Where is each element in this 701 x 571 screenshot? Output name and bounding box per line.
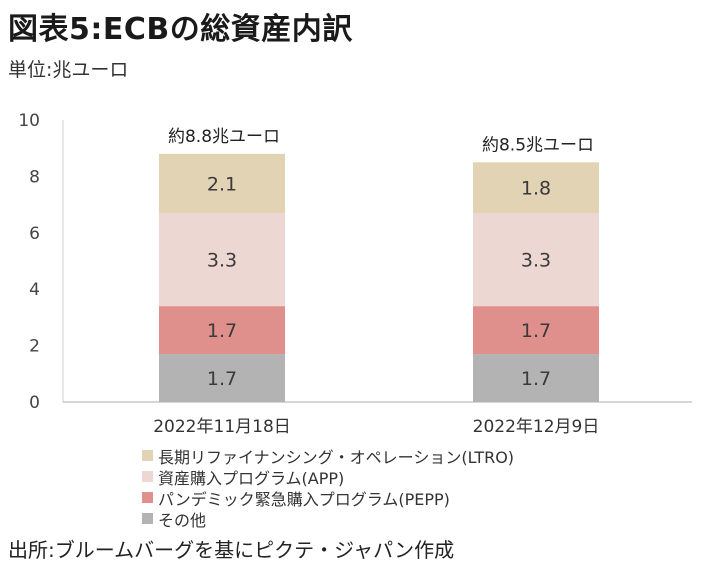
chart-title: 図表5:ECBの総資産内訳 <box>8 12 353 47</box>
y-tick-label: 2 <box>29 337 40 357</box>
data-label: 3.3 <box>521 250 551 272</box>
y-tick-label: 6 <box>29 224 40 244</box>
y-tick-label: 0 <box>29 393 40 413</box>
legend-item: その他 <box>142 508 514 530</box>
legend-item: パンデミック緊急購入プログラム(PEPP) <box>142 487 514 509</box>
bar-segment <box>159 354 285 402</box>
y-tick-label: 8 <box>29 167 40 187</box>
legend-label: 資産購入プログラム(APP) <box>158 468 345 488</box>
bar-segment <box>159 213 285 307</box>
data-label: 1.8 <box>521 178 551 200</box>
data-label: 3.3 <box>207 250 237 272</box>
legend-swatch <box>142 471 153 482</box>
bar-segment <box>473 213 599 307</box>
legend-item: 資産購入プログラム(APP) <box>142 466 514 488</box>
legend-item: 長期リファイナンシング・オペレーション(LTRO) <box>142 445 515 467</box>
legend-swatch <box>142 450 153 461</box>
data-label: 1.7 <box>207 368 237 390</box>
source-note: 出所:ブルームバーグを基にピクテ・ジャパン作成 <box>8 538 455 562</box>
unit-label: 単位:兆ユーロ <box>8 59 129 81</box>
legend-label: 長期リファイナンシング・オペレーション(LTRO) <box>158 447 515 467</box>
total-label: 約8.5兆ユーロ <box>482 135 594 155</box>
data-label: 1.7 <box>521 368 551 390</box>
bar-segment <box>473 162 599 214</box>
legend-swatch <box>142 492 153 503</box>
bar-segment <box>473 306 599 355</box>
data-label: 2.1 <box>207 173 237 195</box>
legend-label: パンデミック緊急購入プログラム(PEPP) <box>158 489 450 509</box>
bar-segment <box>159 306 285 355</box>
x-category-label: 2022年12月9日 <box>473 417 600 437</box>
stacked-bar-chart: 0 2 4 6 8 10 1.7 1.7 3.3 2.1 約8.8兆ユーロ 2022年11月18日 1.… <box>18 111 692 437</box>
chart-legend: 長期リファイナンシング・オペレーション(LTRO) 資産購入プログラム(APP) パ… <box>142 445 515 530</box>
bar-segment <box>159 153 285 214</box>
data-label: 1.7 <box>521 320 551 342</box>
legend-label: その他 <box>158 510 207 530</box>
bar-segment <box>473 354 599 402</box>
y-tick-label: 4 <box>29 280 40 300</box>
data-label: 1.7 <box>207 320 237 342</box>
x-category-label: 2022年11月18日 <box>153 417 291 437</box>
legend-swatch <box>142 513 153 524</box>
y-tick-label: 10 <box>18 111 40 131</box>
total-label: 約8.8兆ユーロ <box>168 127 280 147</box>
